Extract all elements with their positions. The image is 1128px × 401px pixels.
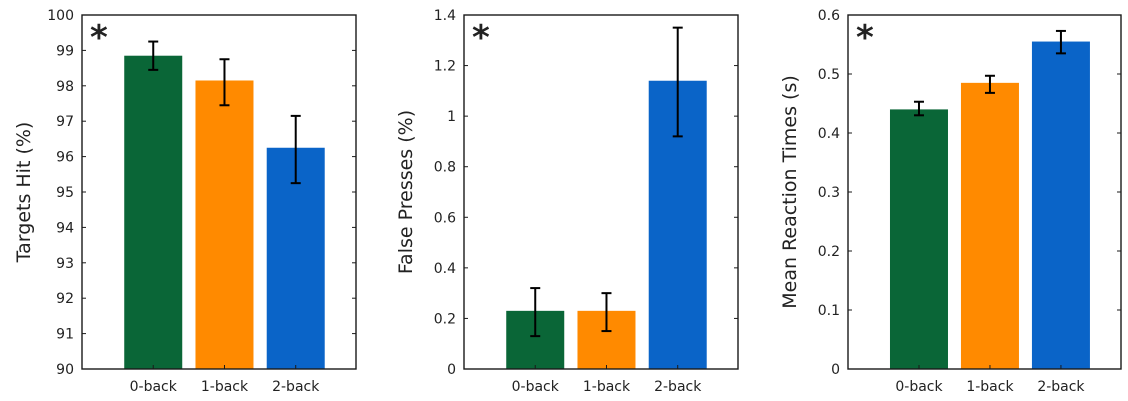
y-tick-label: 92	[56, 291, 74, 307]
significance-star: *	[90, 18, 108, 58]
x-tick-label: 0-back	[895, 379, 943, 395]
y-tick-label: 97	[56, 114, 74, 130]
x-tick-label: 0-back	[130, 379, 178, 395]
y-axis-label: Targets Hit (%)	[13, 122, 35, 264]
y-tick-label: 1.4	[434, 8, 456, 24]
error-bar-2-back	[672, 26, 683, 138]
chart-panel-1: 90 91 92 93 94 95 96 97 98 99 100 0-back 1-back 2-bac…	[13, 8, 357, 395]
error-bar-1-back	[984, 74, 995, 94]
error-bar-0-back	[148, 40, 159, 71]
error-bar-2-back	[290, 114, 301, 185]
x-tick-label: 1-back	[201, 379, 249, 395]
significance-star: *	[472, 18, 490, 58]
y-tick-label: 0.6	[818, 8, 840, 24]
bar-0-back	[889, 109, 948, 370]
x-tick-label: 2-back	[272, 379, 320, 395]
y-tick-label: 0.5	[818, 67, 840, 83]
y-tick-label: 96	[56, 150, 74, 166]
y-tick-label: 99	[56, 43, 74, 59]
bar-0-back	[124, 55, 183, 370]
y-tick-label: 0.2	[818, 244, 840, 260]
y-tick-label: 100	[47, 8, 74, 24]
y-tick-label: 0.2	[434, 311, 456, 327]
x-tick-label: 2-back	[654, 379, 702, 395]
y-tick-label: 0.8	[434, 160, 456, 176]
bar-2-back	[1031, 41, 1090, 370]
y-tick-label: 91	[56, 327, 74, 343]
significance-star: *	[856, 18, 874, 58]
error-bar-1-back	[601, 292, 612, 333]
y-tick-label: 90	[56, 362, 74, 378]
bar-1-back	[195, 80, 254, 370]
x-tick-label: 1-back	[583, 379, 631, 395]
x-tick-label: 2-back	[1037, 379, 1085, 395]
chart-panel-2: 0 0.2 0.4 0.6 0.8 1 1.2 1.4 0-back 1-back 2-back Fa…	[395, 8, 739, 395]
x-tick-label: 0-back	[512, 379, 560, 395]
y-tick-label: 94	[56, 220, 74, 236]
y-tick-label: 0.6	[434, 210, 456, 226]
bar-1-back	[960, 82, 1019, 369]
error-bar-0-back	[530, 287, 541, 338]
error-bar-2-back	[1055, 29, 1066, 55]
error-bar-0-back	[913, 100, 924, 117]
bar-2-back	[266, 147, 325, 369]
y-tick-label: 0.3	[818, 185, 840, 201]
y-tick-label: 0.4	[434, 261, 456, 277]
y-axis-label: Mean Reaction Times (s)	[779, 75, 801, 309]
axes-box	[463, 14, 739, 370]
y-tick-label: 95	[56, 185, 74, 201]
y-tick-label: 0	[447, 362, 456, 378]
error-bar-1-back	[219, 58, 230, 107]
y-tick-label: 0.1	[818, 303, 840, 319]
y-tick-label: 93	[56, 256, 74, 272]
y-tick-label: 1.2	[434, 59, 456, 75]
y-tick-label: 1	[447, 109, 456, 125]
y-tick-label: 0	[831, 362, 840, 378]
x-tick-label: 1-back	[966, 379, 1014, 395]
y-tick-label: 98	[56, 79, 74, 95]
y-tick-label: 0.4	[818, 126, 840, 142]
chart-panel-3: 0 0.1 0.2 0.3 0.4 0.5 0.6 0-back 1-back 2-back Mea…	[779, 8, 1122, 395]
y-axis-label: False Presses (%)	[395, 110, 417, 274]
